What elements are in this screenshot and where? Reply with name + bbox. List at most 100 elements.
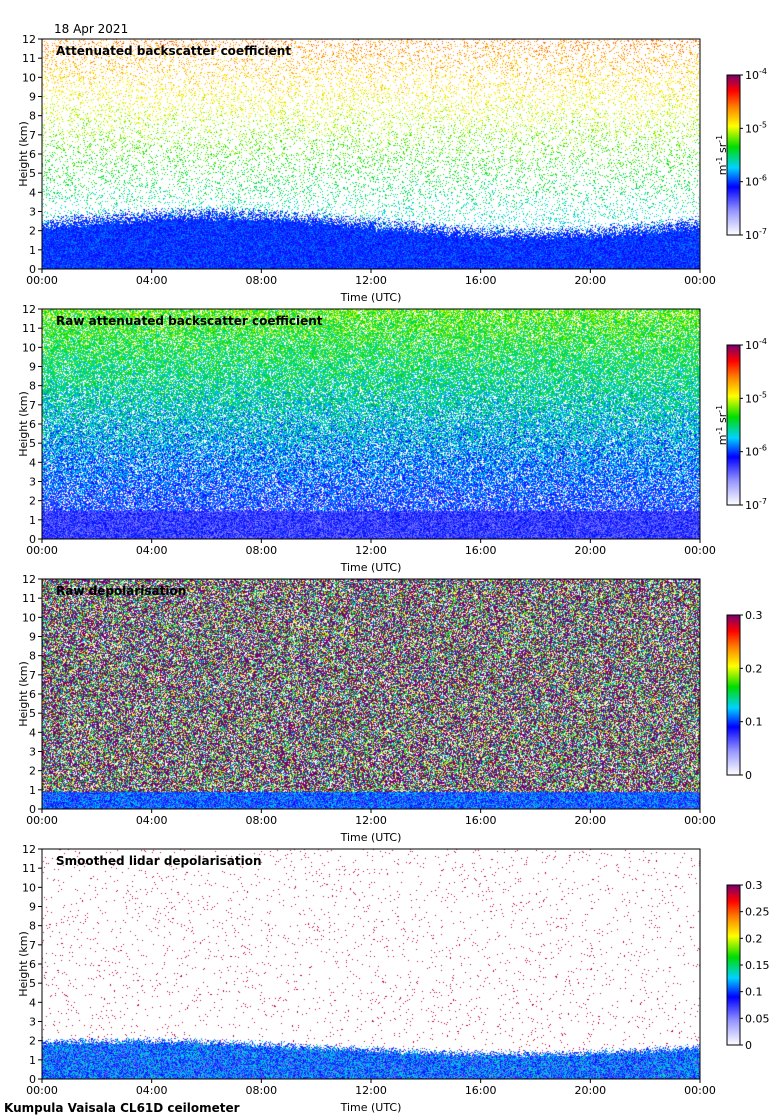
x-tick-label: 08:00 [245,544,277,557]
colorbar-tick-label: 10-6 [745,444,767,459]
y-axis-label: Height (km) [17,391,30,457]
y-tick-label: 11 [22,862,36,875]
y-tick-label: 10 [22,71,36,84]
colorbar-tick-label: 0 [745,769,752,782]
heatmap-field [42,39,700,269]
x-tick-label: 00:00 [26,814,58,827]
heatmap-field [42,849,700,1079]
y-tick-label: 7 [29,669,36,682]
x-tick-label: 20:00 [574,814,606,827]
x-tick-label: 00:00 [26,1084,58,1097]
y-tick-label: 5 [29,977,36,990]
colorbar [726,884,741,1046]
colorbar-tick-label: 10-4 [745,337,767,352]
colorbar-tick-label: 0.1 [745,986,763,999]
colorbar-tick-label: 0.15 [745,959,770,972]
colorbar-tick-label: 10-7 [745,227,767,242]
colorbar [726,344,741,506]
x-tick-label: 12:00 [355,544,387,557]
colorbar-tick-label: 10-6 [745,174,767,189]
y-tick-label: 2 [29,225,36,238]
y-tick-label: 8 [29,650,36,663]
x-tick-label: 00:00 [684,814,716,827]
x-tick-label: 04:00 [136,544,168,557]
y-tick-label: 9 [29,901,36,914]
x-tick-label: 00:00 [684,1084,716,1097]
y-tick-label: 10 [22,881,36,894]
y-tick-label: 5 [29,707,36,720]
colorbar-unit-label: m-1 sr-1 [715,135,729,175]
x-tick-label: 00:00 [684,544,716,557]
x-tick-label: 00:00 [684,274,716,287]
y-tick-label: 4 [29,726,36,739]
x-tick-label: 00:00 [26,274,58,287]
x-tick-label: 20:00 [574,274,606,287]
y-tick-label: 12 [22,843,36,856]
date-label: 18 Apr 2021 [54,22,129,36]
y-tick-label: 5 [29,437,36,450]
y-tick-label: 0 [29,533,36,546]
y-tick-label: 7 [29,129,36,142]
y-tick-label: 9 [29,361,36,374]
y-tick-label: 0 [29,263,36,276]
y-tick-label: 9 [29,91,36,104]
y-tick-label: 4 [29,456,36,469]
y-tick-label: 6 [29,688,36,701]
x-tick-label: 12:00 [355,814,387,827]
x-tick-label: 08:00 [245,274,277,287]
y-tick-label: 3 [29,476,36,489]
y-tick-label: 7 [29,399,36,412]
panel-title: Raw depolarisation [56,584,186,598]
y-tick-label: 8 [29,380,36,393]
y-tick-label: 12 [22,573,36,586]
x-axis-label: Time (UTC) [340,831,402,844]
x-axis-label: Time (UTC) [340,561,402,574]
x-tick-label: 08:00 [245,814,277,827]
y-tick-label: 2 [29,495,36,508]
y-tick-label: 3 [29,206,36,219]
colorbar-tick-label: 10-5 [745,120,767,135]
panel-title: Smoothed lidar depolarisation [56,854,262,868]
y-tick-label: 12 [22,33,36,46]
x-axis-label: Time (UTC) [340,291,402,304]
y-tick-label: 12 [22,303,36,316]
y-tick-label: 7 [29,939,36,952]
y-tick-label: 6 [29,418,36,431]
colorbar [726,74,741,236]
colorbar-tick-label: 10-7 [745,497,767,512]
x-tick-label: 20:00 [574,544,606,557]
colorbar-tick-label: 0.3 [745,879,763,892]
colorbar [726,614,741,776]
x-tick-label: 16:00 [465,274,497,287]
y-axis-label: Height (km) [17,661,30,727]
x-tick-label: 04:00 [136,814,168,827]
y-tick-label: 4 [29,186,36,199]
colorbar-tick-label: 0.25 [745,906,770,919]
colorbar-tick-label: 0.1 [745,716,763,729]
y-tick-label: 1 [29,1054,36,1067]
heatmap-field [42,579,700,809]
y-tick-label: 10 [22,611,36,624]
heatmap-field [42,309,700,539]
y-tick-label: 4 [29,996,36,1009]
y-tick-label: 11 [22,52,36,65]
x-tick-label: 00:00 [26,544,58,557]
colorbar-tick-label: 0.2 [745,932,763,945]
y-tick-label: 8 [29,920,36,933]
x-tick-label: 16:00 [465,814,497,827]
x-tick-label: 16:00 [465,1084,497,1097]
x-axis-label: Time (UTC) [340,1101,402,1114]
x-tick-label: 12:00 [355,274,387,287]
y-tick-label: 6 [29,148,36,161]
y-tick-label: 9 [29,631,36,644]
colorbar-tick-label: 0.3 [745,609,763,622]
y-tick-label: 6 [29,958,36,971]
y-tick-label: 3 [29,746,36,759]
y-tick-label: 1 [29,514,36,527]
y-tick-label: 0 [29,1073,36,1086]
x-tick-label: 16:00 [465,544,497,557]
y-tick-label: 1 [29,784,36,797]
